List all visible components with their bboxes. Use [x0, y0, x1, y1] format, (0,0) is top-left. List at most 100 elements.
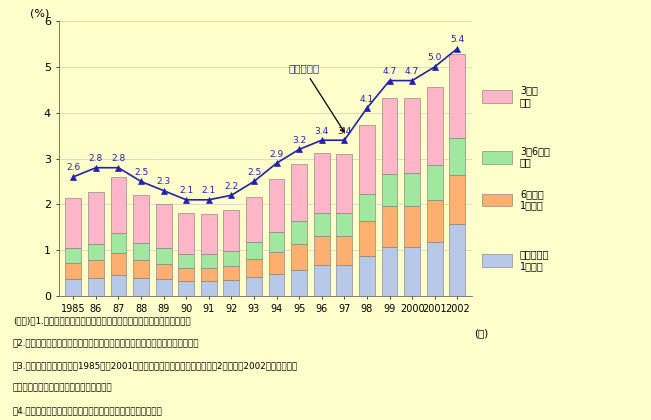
- Bar: [156, 279, 171, 296]
- Text: 完全失業率: 完全失業率: [288, 63, 344, 132]
- Bar: [404, 247, 420, 296]
- Bar: [314, 213, 329, 236]
- Bar: [88, 192, 104, 244]
- Text: (%): (%): [30, 8, 49, 18]
- Bar: [201, 281, 217, 296]
- Text: 4.完全失業率については、「労働力調査」の年平均を利用。: 4.完全失業率については、「労働力調査」の年平均を利用。: [13, 406, 163, 415]
- Bar: [291, 221, 307, 244]
- Bar: [178, 254, 194, 268]
- Text: 3～6か月
未満: 3～6か月 未満: [520, 146, 550, 168]
- Text: (年): (年): [475, 328, 488, 338]
- Bar: [381, 206, 397, 247]
- Bar: [88, 244, 104, 260]
- Bar: [223, 280, 240, 296]
- Bar: [223, 251, 240, 266]
- Bar: [404, 206, 420, 247]
- Text: 2.失業期間別完全失業者の労働力人口に占める割合及び完全失業率の推移。: 2.失業期間別完全失業者の労働力人口に占める割合及び完全失業率の推移。: [13, 339, 200, 348]
- Bar: [359, 194, 375, 221]
- Text: 2.5: 2.5: [247, 168, 261, 177]
- Bar: [111, 275, 126, 296]
- Text: 4.7: 4.7: [405, 67, 419, 76]
- Bar: [314, 236, 329, 265]
- Bar: [482, 90, 512, 103]
- Text: 調査（詳細結果）」の年平均を利用。: 調査（詳細結果）」の年平均を利用。: [13, 383, 113, 393]
- Bar: [88, 260, 104, 278]
- Bar: [65, 248, 81, 263]
- Bar: [337, 154, 352, 213]
- Bar: [178, 281, 194, 296]
- Bar: [133, 278, 149, 296]
- Text: 2.1: 2.1: [202, 186, 216, 195]
- Bar: [449, 175, 465, 224]
- Text: 4.1: 4.1: [360, 94, 374, 104]
- Text: (備考)、1.総務省「労働力調査特別調査」、「労働力調査」により作成。: (備考)、1.総務省「労働力調査特別調査」、「労働力調査」により作成。: [13, 316, 191, 325]
- Bar: [381, 174, 397, 206]
- Bar: [246, 242, 262, 260]
- Bar: [449, 224, 465, 296]
- Bar: [269, 274, 284, 296]
- Text: 2.3: 2.3: [156, 177, 171, 186]
- Bar: [359, 221, 375, 256]
- Bar: [201, 268, 217, 281]
- Text: 2.2: 2.2: [225, 181, 238, 191]
- Text: 2.8: 2.8: [111, 154, 126, 163]
- Bar: [404, 97, 420, 173]
- Bar: [65, 263, 81, 279]
- Bar: [291, 270, 307, 296]
- Bar: [427, 165, 443, 200]
- Text: 2.6: 2.6: [66, 163, 80, 172]
- Bar: [133, 243, 149, 260]
- Bar: [337, 265, 352, 296]
- Bar: [291, 164, 307, 221]
- Bar: [133, 260, 149, 278]
- Bar: [111, 233, 126, 252]
- Bar: [482, 151, 512, 164]
- Bar: [65, 279, 81, 296]
- Text: 5.4: 5.4: [450, 35, 464, 44]
- Text: 2.5: 2.5: [134, 168, 148, 177]
- Text: 3.4: 3.4: [337, 126, 352, 136]
- Bar: [223, 266, 240, 280]
- Text: 3.4: 3.4: [314, 126, 329, 136]
- Bar: [427, 200, 443, 242]
- Bar: [201, 213, 217, 254]
- Bar: [156, 204, 171, 248]
- Bar: [269, 232, 284, 252]
- Bar: [201, 254, 217, 268]
- Bar: [133, 195, 149, 243]
- Bar: [291, 244, 307, 270]
- Bar: [246, 260, 262, 277]
- Bar: [65, 197, 81, 248]
- Text: 3.2: 3.2: [292, 136, 306, 145]
- Text: 3.失業期間については、1985年～2001年は「労働力調査特別調査」の各年2月の値、2002年は「労働力: 3.失業期間については、1985年～2001年は「労働力調査特別調査」の各年2月…: [13, 361, 298, 370]
- Bar: [88, 278, 104, 296]
- Bar: [449, 138, 465, 175]
- Bar: [337, 236, 352, 265]
- Bar: [314, 265, 329, 296]
- Bar: [337, 213, 352, 236]
- Text: 2.9: 2.9: [270, 150, 284, 158]
- Bar: [314, 153, 329, 213]
- Bar: [482, 194, 512, 207]
- Text: 5.0: 5.0: [428, 53, 442, 62]
- Bar: [427, 87, 443, 165]
- Bar: [359, 125, 375, 194]
- Bar: [269, 252, 284, 274]
- Text: 失業期間が
1年以上: 失業期間が 1年以上: [520, 249, 549, 271]
- Bar: [381, 247, 397, 296]
- Text: 2.1: 2.1: [179, 186, 193, 195]
- Bar: [404, 173, 420, 206]
- Bar: [449, 54, 465, 138]
- Text: 2.8: 2.8: [89, 154, 103, 163]
- Bar: [381, 98, 397, 174]
- Text: 3か月
未満: 3か月 未満: [520, 85, 538, 107]
- Bar: [359, 256, 375, 296]
- Bar: [482, 254, 512, 267]
- Bar: [427, 242, 443, 296]
- Bar: [246, 197, 262, 242]
- Bar: [111, 252, 126, 275]
- Bar: [156, 263, 171, 279]
- Bar: [269, 179, 284, 232]
- Bar: [156, 248, 171, 263]
- Bar: [178, 268, 194, 281]
